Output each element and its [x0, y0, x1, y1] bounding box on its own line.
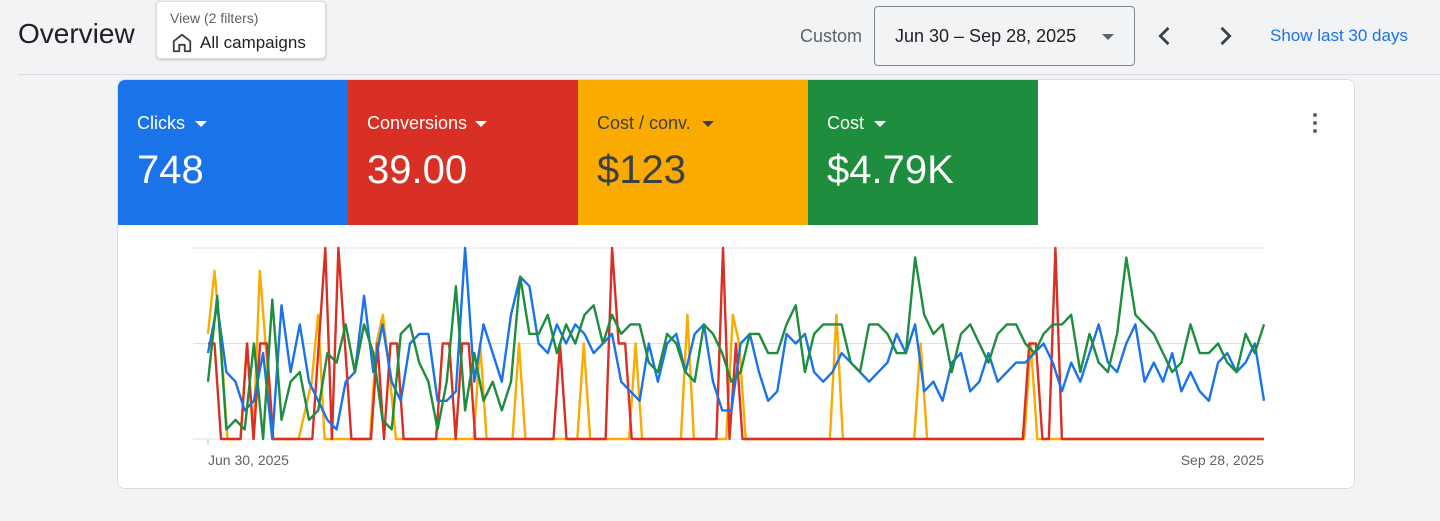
caret-down-icon: [1102, 34, 1114, 40]
filter-label: All campaigns: [200, 33, 306, 52]
more-vert-icon[interactable]: [1306, 113, 1324, 139]
header-divider: [18, 74, 1440, 75]
caret-down-icon: [475, 121, 487, 127]
metric-conversions[interactable]: Conversions 39.00: [348, 80, 578, 225]
overview-header: Overview View (2 filters) All campaigns …: [0, 0, 1440, 75]
performance-card: Clicks 748 Conversions 39.00 Cost / conv…: [117, 79, 1355, 489]
metric-value: $4.79K: [827, 148, 954, 192]
show-last-30-days-link[interactable]: Show last 30 days: [1270, 26, 1408, 45]
metric-label: Cost / conv.: [597, 113, 691, 133]
chart-lines: [206, 246, 1266, 441]
series-line-3: [206, 256, 1266, 441]
x-axis-start-label: Jun 30, 2025: [208, 452, 289, 468]
date-range-select[interactable]: Jun 30 – Sep 28, 2025: [874, 6, 1135, 66]
metric-clicks[interactable]: Clicks 748: [118, 80, 348, 225]
chevron-left-icon[interactable]: [1151, 22, 1179, 50]
date-range-value: Jun 30 – Sep 28, 2025: [895, 26, 1077, 46]
metric-label: Cost: [827, 113, 865, 133]
series-line-1: [208, 246, 1264, 441]
campaign-filter-button[interactable]: View (2 filters) All campaigns: [156, 1, 326, 59]
metric-value: 748: [137, 148, 204, 192]
page-title: Overview: [18, 18, 135, 49]
caret-down-icon: [195, 121, 207, 127]
home-icon: [172, 33, 192, 53]
caret-down-icon: [702, 121, 714, 127]
date-mode-label: Custom: [800, 26, 863, 46]
x-axis-end-label: Sep 28, 2025: [1181, 452, 1265, 468]
metric-label: Conversions: [367, 113, 468, 133]
filter-subtitle: View (2 filters): [170, 10, 259, 26]
performance-line-chart: Jun 30, 2025 Sep 28, 2025: [193, 246, 1266, 468]
metric-value: $123: [597, 148, 686, 192]
caret-down-icon: [874, 121, 886, 127]
metric-cost[interactable]: Cost $4.79K: [808, 80, 1038, 225]
metric-value: 39.00: [367, 148, 468, 192]
chevron-right-icon[interactable]: [1211, 22, 1239, 50]
metric-label: Clicks: [137, 113, 185, 133]
metric-cost-per-conv[interactable]: Cost / conv. $123: [578, 80, 808, 225]
